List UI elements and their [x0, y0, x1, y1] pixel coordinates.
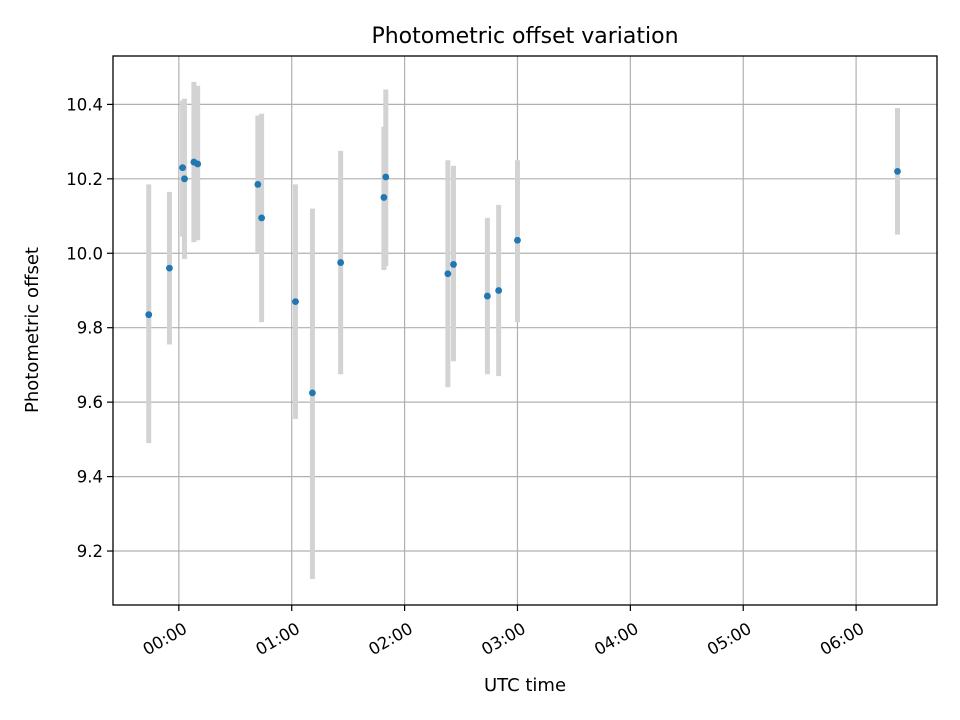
data-point: [181, 175, 188, 183]
y-tick-label: 9.2: [77, 542, 103, 561]
data-point: [309, 389, 316, 397]
y-tick-label: 10.4: [66, 95, 103, 114]
data-point: [145, 311, 153, 319]
y-tick-label: 10.0: [66, 244, 103, 263]
data-point: [337, 259, 345, 266]
data-point: [514, 236, 521, 244]
grid-layer: [113, 56, 937, 605]
data-point: [179, 164, 187, 172]
point-layer: [145, 158, 901, 397]
y-tick-label: 9.4: [77, 468, 103, 487]
plot-frame: [112, 55, 938, 606]
data-point: [194, 160, 202, 168]
data-point: [166, 264, 173, 272]
data-point: [450, 261, 457, 268]
x-axis-label: UTC time: [484, 675, 566, 696]
data-point: [382, 173, 390, 181]
data-point: [380, 194, 388, 201]
data-point: [254, 181, 262, 188]
data-point: [444, 270, 452, 278]
chart-title: Photometric offset variation: [371, 24, 678, 49]
y-tick-label: 9.8: [77, 319, 103, 338]
data-point: [292, 298, 299, 306]
y-axis-label: Photometric offset: [22, 247, 43, 413]
data-point: [894, 167, 901, 175]
y-tick-label: 9.6: [77, 393, 103, 412]
y-tick-label: 10.2: [66, 170, 103, 189]
data-point: [495, 287, 503, 294]
data-point: [483, 292, 491, 300]
data-point: [258, 214, 266, 222]
